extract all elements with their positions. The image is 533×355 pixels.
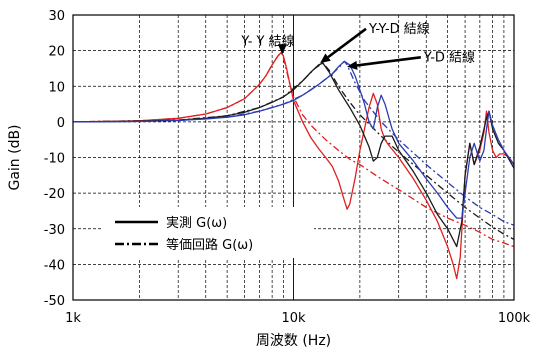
annotation-label: Y-Y-D 結線 [368,21,430,37]
series-group [72,51,515,280]
y-tick-label: 0 [57,116,65,131]
y-tick-label: 20 [48,45,65,60]
x-tick-label: 100k [498,311,531,326]
legend: 実測 G(ω) 等価回路 G(ω) [102,207,314,258]
series-line [72,62,515,248]
y-tick-label: -10 [44,152,65,167]
legend-label-model: 等価回路 G(ω) [166,237,253,253]
y-tick-label: -40 [44,258,65,273]
plot-frame [72,14,515,301]
legend-label-measured: 実測 G(ω) [166,215,227,231]
y-tick-label: 30 [48,9,65,24]
y-tick-label: -30 [44,223,65,238]
annotation-arrow-head [347,60,358,70]
annotation-arrow-head [320,53,331,64]
legend-box [102,207,314,258]
y-tick-labels: 30 20 10 0 -10 -20 -30 -40 -50 [44,9,65,309]
series-line [72,60,515,219]
annotations: Y- Y 結線 Y-Y-D 結線 Y-D 結線 [240,21,475,70]
y-tick-label: -20 [44,187,65,202]
annotation-label: Y-D 結線 [423,49,475,65]
annotation-arrow-shaft [327,27,367,59]
y-tick-label: 10 [48,80,65,95]
annotation-label: Y- Y 結線 [240,33,294,49]
annotation-arrow-head [277,44,287,55]
annotation-arrow-shaft [356,56,421,67]
x-tick-label: 10k [281,311,306,326]
y-axis-label: Gain (dB) [7,124,23,190]
x-tick-label: 1k [65,311,81,326]
series-line [72,51,515,280]
x-tick-labels: 1k 10k 100k [65,311,531,326]
x-axis-label: 周波数 (Hz) [256,333,331,349]
y-tick-label: -50 [44,294,65,309]
